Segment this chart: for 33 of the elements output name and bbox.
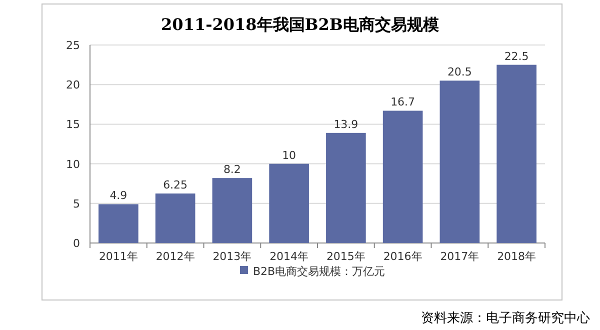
data-label: 4.9 (110, 189, 128, 202)
data-label: 20.5 (447, 66, 472, 79)
bar (212, 178, 252, 243)
y-tick-label: 0 (73, 237, 80, 250)
y-tick-label: 20 (66, 78, 80, 92)
x-tick-label: 2013年 (212, 250, 252, 263)
y-tick-label: 15 (66, 118, 80, 132)
x-tick-label: 2012年 (156, 250, 195, 263)
bar (326, 132, 366, 243)
y-tick-label: 25 (66, 39, 80, 52)
data-label: 6.25 (163, 178, 188, 192)
bar (496, 64, 536, 243)
x-tick-label: 2018年 (497, 250, 536, 263)
data-label: 13.9 (334, 118, 358, 131)
data-label: 10 (282, 148, 296, 162)
y-tick-label: 5 (73, 197, 80, 210)
x-tick-label: 2016年 (383, 250, 422, 263)
bar (269, 164, 309, 243)
x-tick-label: 2014年 (270, 250, 309, 263)
x-tick-label: 2015年 (326, 250, 366, 263)
data-label: 16.7 (390, 96, 416, 109)
data-label: 8.2 (223, 163, 241, 176)
bar (440, 80, 480, 243)
data-label: 22.5 (504, 50, 529, 63)
bar (155, 194, 196, 243)
x-tick-label: 2011年 (98, 250, 138, 263)
chart-title: 2011-2018年我国B2B电商交易规模 (161, 15, 439, 34)
x-tick-label: 2017年 (440, 250, 480, 263)
bar (98, 204, 138, 243)
legend-label: B2B电商交易规模：万亿元 (253, 265, 386, 278)
y-tick-label: 10 (66, 158, 80, 171)
bar (382, 110, 423, 243)
text: 资料来源：电子商务研究中心 (421, 310, 590, 326)
